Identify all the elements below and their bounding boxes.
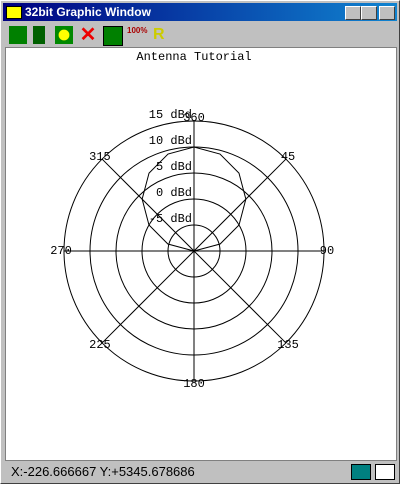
chart-title: Antenna Tutorial: [136, 50, 251, 64]
r-tick-label: -5 dBd: [149, 212, 192, 226]
zoom-100-tool[interactable]: 100%: [127, 26, 148, 35]
spoke: [101, 158, 195, 252]
window-title: 32bit Graphic Window: [25, 5, 151, 19]
spoke: [193, 250, 287, 344]
pattern-line: [141, 146, 247, 252]
tool-icon[interactable]: R: [153, 26, 165, 43]
angle-label: 45: [281, 150, 295, 164]
tool-icon[interactable]: [9, 26, 27, 44]
angle-label: 90: [320, 244, 334, 258]
angle-label: 315: [89, 150, 111, 164]
spoke: [193, 158, 287, 252]
title-bar: 32bit Graphic Window: [3, 3, 397, 21]
angle-label: 360: [183, 111, 205, 125]
status-bar: X:-226.666667 Y:+5345.678686: [3, 461, 397, 483]
minimize-button[interactable]: [345, 6, 361, 20]
angle-label: 180: [183, 377, 205, 391]
grid-circle: [141, 198, 247, 304]
app-icon: [6, 6, 22, 19]
angle-label: 225: [89, 338, 111, 352]
angle-label: 135: [277, 338, 299, 352]
zoom-tool[interactable]: [55, 26, 73, 44]
status-icon[interactable]: [351, 464, 371, 480]
r-tick-label: 10 dBd: [149, 134, 192, 148]
angle-label: 270: [50, 244, 72, 258]
grid-circle: [115, 172, 273, 330]
r-tick-label: 5 dBd: [156, 160, 192, 174]
r-tick-label: 0 dBd: [156, 186, 192, 200]
status-icon[interactable]: [375, 464, 395, 480]
r-tick-label: 15 dBd: [149, 108, 192, 122]
toolbar: ✕ 100% R: [3, 23, 397, 47]
grid-circle: [63, 120, 325, 382]
tool-icon[interactable]: [33, 26, 45, 44]
maximize-button[interactable]: [361, 6, 377, 20]
status-text: X:-226.666667 Y:+5345.678686: [11, 464, 195, 479]
plot-area: Antenna Tutorial 360 45 90 135 180 225 270 315 -…: [5, 47, 397, 461]
spoke: [101, 250, 195, 344]
tool-icon[interactable]: [103, 26, 123, 46]
grid-circle: [167, 224, 221, 278]
delete-tool[interactable]: ✕: [79, 24, 97, 46]
close-button[interactable]: [379, 6, 395, 20]
chart: Antenna Tutorial 360 45 90 135 180 225 270 315 -…: [50, 50, 334, 391]
